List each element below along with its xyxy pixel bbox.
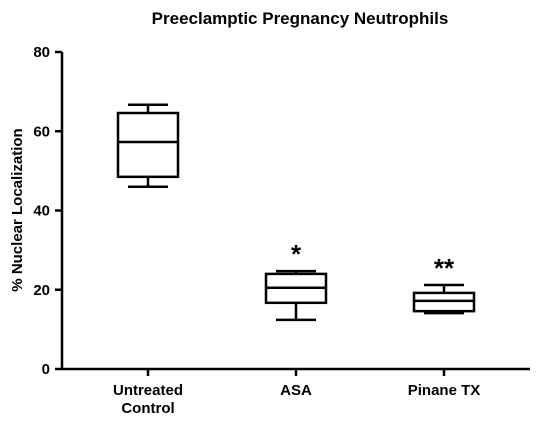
x-tick-label: ASA — [280, 382, 312, 399]
y-tick-label: 40 — [33, 203, 50, 220]
x-tick-label: Pinane TX — [408, 382, 481, 399]
x-tick-label: Untreated Control — [113, 382, 183, 417]
chart-title: Preeclamptic Pregnancy Neutrophils — [152, 9, 449, 28]
y-axis-label: % Nuclear Localization — [9, 128, 26, 291]
y-tick-label: 80 — [33, 44, 50, 61]
box — [116, 111, 180, 179]
significance-marker: ** — [434, 253, 455, 283]
significance-marker: * — [291, 239, 302, 269]
y-tick-label: 0 — [42, 361, 50, 378]
y-tick-label: 60 — [33, 123, 50, 140]
y-tick-label: 20 — [33, 282, 50, 299]
